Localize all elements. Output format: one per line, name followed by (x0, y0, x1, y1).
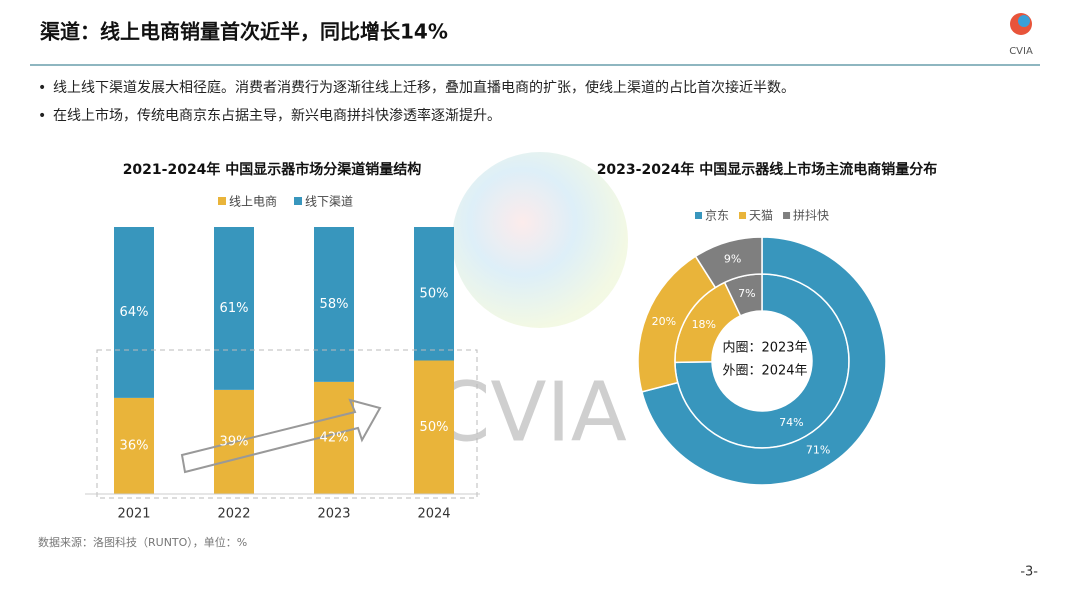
data-label: 9% (724, 253, 741, 266)
data-label: 36% (120, 438, 149, 453)
bullet-dot: • (38, 80, 46, 96)
legend-swatch (739, 212, 747, 219)
legend-label: 线上电商 (229, 194, 277, 209)
legend-swatch (294, 197, 302, 205)
watermark: CVIA (433, 365, 627, 460)
data-label: 61% (220, 301, 249, 316)
donut-slice (694, 236, 763, 289)
legend-label: 天猫 (749, 209, 773, 223)
legend-swatch (695, 212, 702, 219)
annotation: 内圈：2023年 (722, 340, 807, 356)
data-label: 50% (420, 420, 449, 435)
highlight-box (96, 349, 478, 499)
donut-slice (640, 236, 887, 486)
data-label: 42% (320, 430, 349, 445)
trend-arrow (180, 398, 382, 474)
legend-label: 拼抖快 (793, 209, 829, 223)
bar (414, 360, 454, 494)
data-label: 18% (692, 318, 716, 331)
x-tick-label: 2024 (417, 507, 450, 522)
logo: CVIA (1009, 46, 1033, 57)
data-label: 20% (652, 315, 676, 328)
page-number: -3- (1020, 565, 1038, 580)
bar (114, 397, 154, 494)
chart-title: 2023-2024年 中国显示器线上市场主流电商销量分布 (597, 161, 938, 178)
watermark-sphere (452, 152, 628, 328)
legend-label: 京东 (705, 209, 729, 223)
legend-swatch (783, 212, 791, 219)
x-tick-label: 2022 (217, 507, 250, 522)
data-label: 64% (120, 305, 149, 320)
bar (114, 227, 154, 398)
data-label: 58% (320, 297, 349, 312)
x-tick-label: 2023 (317, 507, 350, 522)
source: 数据来源：洛图科技（RUNTO），单位：% (38, 535, 247, 549)
data-label: 7% (738, 287, 755, 300)
slide-title: 渠道：线上电商销量首次近半，同比增长14% (40, 20, 448, 44)
legend-swatch (218, 197, 226, 205)
annotation: 外圈：2024年 (722, 364, 807, 379)
bullet: 在线上市场，传统电商京东占据主导，新兴电商拼抖快渗透率逐渐提升。 (53, 107, 501, 124)
x-tick-label: 2021 (117, 507, 150, 522)
data-label: 71% (806, 443, 830, 456)
data-label: 50% (420, 286, 449, 301)
bar (214, 227, 254, 390)
bar (314, 227, 354, 382)
bullet: 线上线下渠道发展大相径庭。消费者消费行为逐渐往线上迁移，叠加直播电商的扩张，使线… (53, 79, 795, 96)
chart-title: 2021-2024年 中国显示器市场分渠道销量结构 (123, 161, 422, 178)
bullet-dot: • (38, 108, 46, 124)
data-label: 74% (779, 416, 803, 429)
logo-icon (1018, 15, 1030, 27)
data-label: 39% (220, 434, 249, 449)
legend-label: 线下渠道 (305, 195, 353, 209)
bar (414, 227, 454, 361)
